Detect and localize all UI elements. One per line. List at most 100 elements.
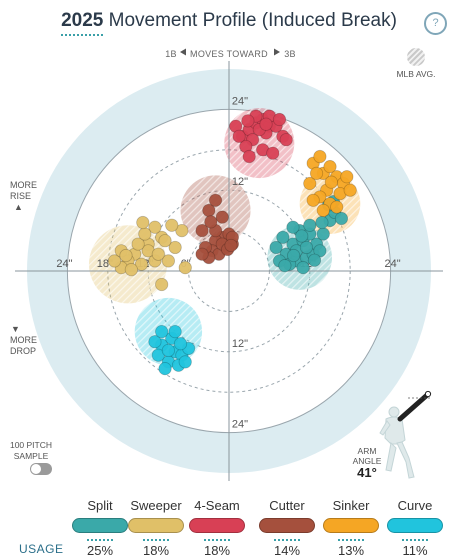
pitch-point-cutter-13[interactable] [208,193,223,207]
pitch-point-sweeper-19[interactable] [138,227,152,241]
pitch-point-sinker-12[interactable] [306,193,320,207]
pitcher-silhouette-icon [378,388,434,489]
mlb-avg-swatch [407,48,425,66]
pitch-point-split-24[interactable] [334,211,349,226]
legend-swatch-cutter [259,518,315,533]
pitch-point-sweeper-22[interactable] [136,215,150,230]
pitch-point-4-seam-13[interactable] [266,146,280,160]
pitch-point-sinker-10[interactable] [340,170,354,184]
legend-name-4-seam: 4-Seam [194,498,240,513]
legend-name-cutter: Cutter [269,498,305,513]
pitch-point-split-13[interactable] [313,244,327,258]
sample-toggle-switch[interactable] [30,463,52,475]
legend-name-curve: Curve [397,498,433,513]
pitch-point-curve-11[interactable] [178,355,192,369]
pitch-point-split-8[interactable] [276,230,290,244]
pitch-point-split-21[interactable] [315,215,329,230]
pitch-point-split-27[interactable] [278,259,292,273]
pitch-point-sinker-11[interactable] [303,176,317,191]
sample-toggle-label: 100 PITCH SAMPLE [6,440,56,462]
pitch-point-sweeper-20[interactable] [155,277,169,292]
x-tick-right-24: 24" [385,258,401,270]
pitch-point-sweeper-17[interactable] [158,234,172,248]
legend-swatch-sweeper [128,518,184,533]
pitch-point-cutter-19[interactable] [224,238,238,253]
legend-item-sinker[interactable]: Sinker 13% [320,498,382,560]
pitch-point-curve-13[interactable] [173,337,188,351]
pitch-point-cutter-10[interactable] [215,210,229,224]
pitch-point-split-0[interactable] [269,240,283,255]
more-rise-line1: MORE [10,180,37,190]
pitch-point-sinker-16[interactable] [309,166,324,180]
pitch-point-curve-7[interactable] [158,362,172,376]
pitch-point-sweeper-5[interactable] [134,257,149,271]
direction-left-arrow [180,48,186,56]
pitch-point-sweeper-16[interactable] [151,247,165,261]
pitch-point-4-seam-18[interactable] [232,129,246,143]
pitch-point-split-16[interactable] [303,218,317,232]
pitch-point-sinker-15[interactable] [330,200,344,214]
pitch-point-sinker-13[interactable] [343,183,357,197]
more-rise-label: MORE RISE ▲ [10,180,37,213]
pitch-point-4-seam-17[interactable] [272,112,287,127]
direction-right-arrow [274,48,280,56]
pitch-point-sweeper-14[interactable] [107,254,122,268]
legend-name-sinker: Sinker [332,498,370,513]
pitch-point-split-29[interactable] [287,248,301,263]
pitch-point-split-17[interactable] [316,227,330,241]
pitch-point-sinker-3[interactable] [323,160,337,174]
legend-name-sweeper: Sweeper [130,498,182,513]
pitch-point-curve-9[interactable] [148,335,162,349]
legend-item-curve[interactable]: Curve 11% [384,498,446,560]
pitch-point-sinker-17[interactable] [324,175,338,189]
help-button[interactable]: ? [424,12,447,35]
legend-item-split[interactable]: Split 25% [69,498,131,560]
pitch-point-sweeper-10[interactable] [175,224,189,238]
legend-item-4-seam[interactable]: 4-Seam 18% [186,498,248,560]
pitch-point-sweeper-23[interactable] [119,248,133,263]
pitch-point-sweeper-12[interactable] [148,220,162,234]
legend-item-sweeper[interactable]: Sweeper 18% [125,498,187,560]
pitch-point-split-19[interactable] [299,240,314,255]
more-drop-label: ▼ MORE DROP [10,324,37,357]
pitch-point-curve-10[interactable] [168,324,182,339]
pitch-point-sweeper-21[interactable] [178,261,192,275]
mlb-avg-legend: MLB AVG. [392,48,440,79]
arm-angle-line1: ARM [357,446,377,456]
pitch-point-curve-14[interactable] [161,343,175,358]
pitch-point-sweeper-18[interactable] [124,263,138,277]
pitch-point-cutter-18[interactable] [204,215,218,229]
legend-swatch-curve [387,518,443,533]
pitch-point-split-18[interactable] [286,220,300,234]
pitch-point-split-28[interactable] [295,229,309,243]
legend-item-cutter[interactable]: Cutter 14% [256,498,318,560]
down-arrow-icon: ▼ [11,324,20,334]
pitch-point-sweeper-8[interactable] [161,254,175,268]
pitch-point-curve-12[interactable] [155,324,169,339]
mlb-avg-label: MLB AVG. [396,69,436,79]
pitch-point-sweeper-1[interactable] [168,240,182,255]
legend-usage-split: 25% [86,543,114,558]
pitch-point-cutter-16[interactable] [195,247,209,261]
pitch-point-sinker-14[interactable] [316,203,330,217]
pitch-point-4-seam-21[interactable] [241,114,255,128]
legend-usage-sweeper: 18% [142,543,170,558]
title-year: 2025 [61,10,104,36]
sample-label-line1: 100 PITCH [9,440,53,450]
pitch-point-split-12[interactable] [296,261,310,275]
pitch-point-4-seam-20[interactable] [259,117,273,131]
y-tick-bottom-12: 12" [232,338,248,350]
arm-angle-line2: ANGLE [352,456,382,466]
pitch-point-4-seam-19[interactable] [279,133,293,147]
pitch-point-sweeper-11[interactable] [165,218,179,232]
y-tick-top-12: 12" [232,176,248,188]
chart-title: 2025 Movement Profile (Induced Break) [0,10,458,36]
pitch-point-split-26[interactable] [307,253,322,267]
pitch-point-4-seam-14[interactable] [242,149,256,164]
sample-label-line2: SAMPLE [13,451,49,461]
up-arrow-icon: ▲ [14,202,23,212]
pitch-point-cutter-12[interactable] [195,224,209,238]
pitch-point-sweeper-13[interactable] [131,237,145,251]
pitch-point-sinker-1[interactable] [313,149,327,164]
title-text: Movement Profile (Induced Break) [108,10,397,31]
